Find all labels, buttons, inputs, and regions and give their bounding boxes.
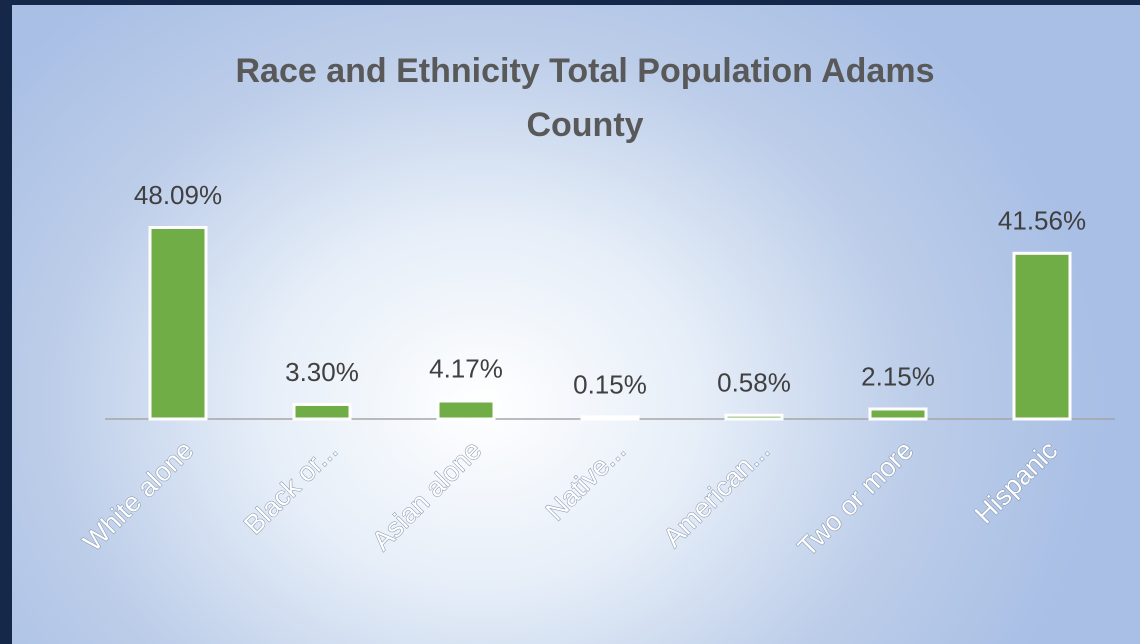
chart-title: Race and Ethnicity Total Population Adam… (235, 52, 935, 144)
data-label: 2.15% (861, 361, 935, 391)
x-tick-label: Asian alone (366, 435, 487, 556)
x-tick-label: American... (658, 435, 776, 553)
x-tick-label: Hispanic (969, 435, 1063, 529)
data-label: 0.58% (717, 368, 791, 398)
bar (1012, 251, 1072, 421)
data-label: 48.09% (134, 180, 222, 210)
x-tick-label: White alone (77, 435, 199, 557)
x-tick-label: Native... (540, 435, 631, 526)
bar (436, 399, 496, 421)
bar (580, 415, 640, 421)
data-label: 41.56% (998, 206, 1086, 236)
x-tick-label: Two or more (792, 435, 919, 562)
bar (868, 407, 928, 421)
data-label: 4.17% (429, 353, 503, 383)
data-label: 3.30% (285, 357, 359, 387)
bar (148, 226, 208, 421)
x-tick-label: Black or... (238, 435, 343, 540)
bar (724, 413, 784, 421)
bar (292, 402, 352, 421)
data-label: 0.15% (573, 369, 647, 399)
